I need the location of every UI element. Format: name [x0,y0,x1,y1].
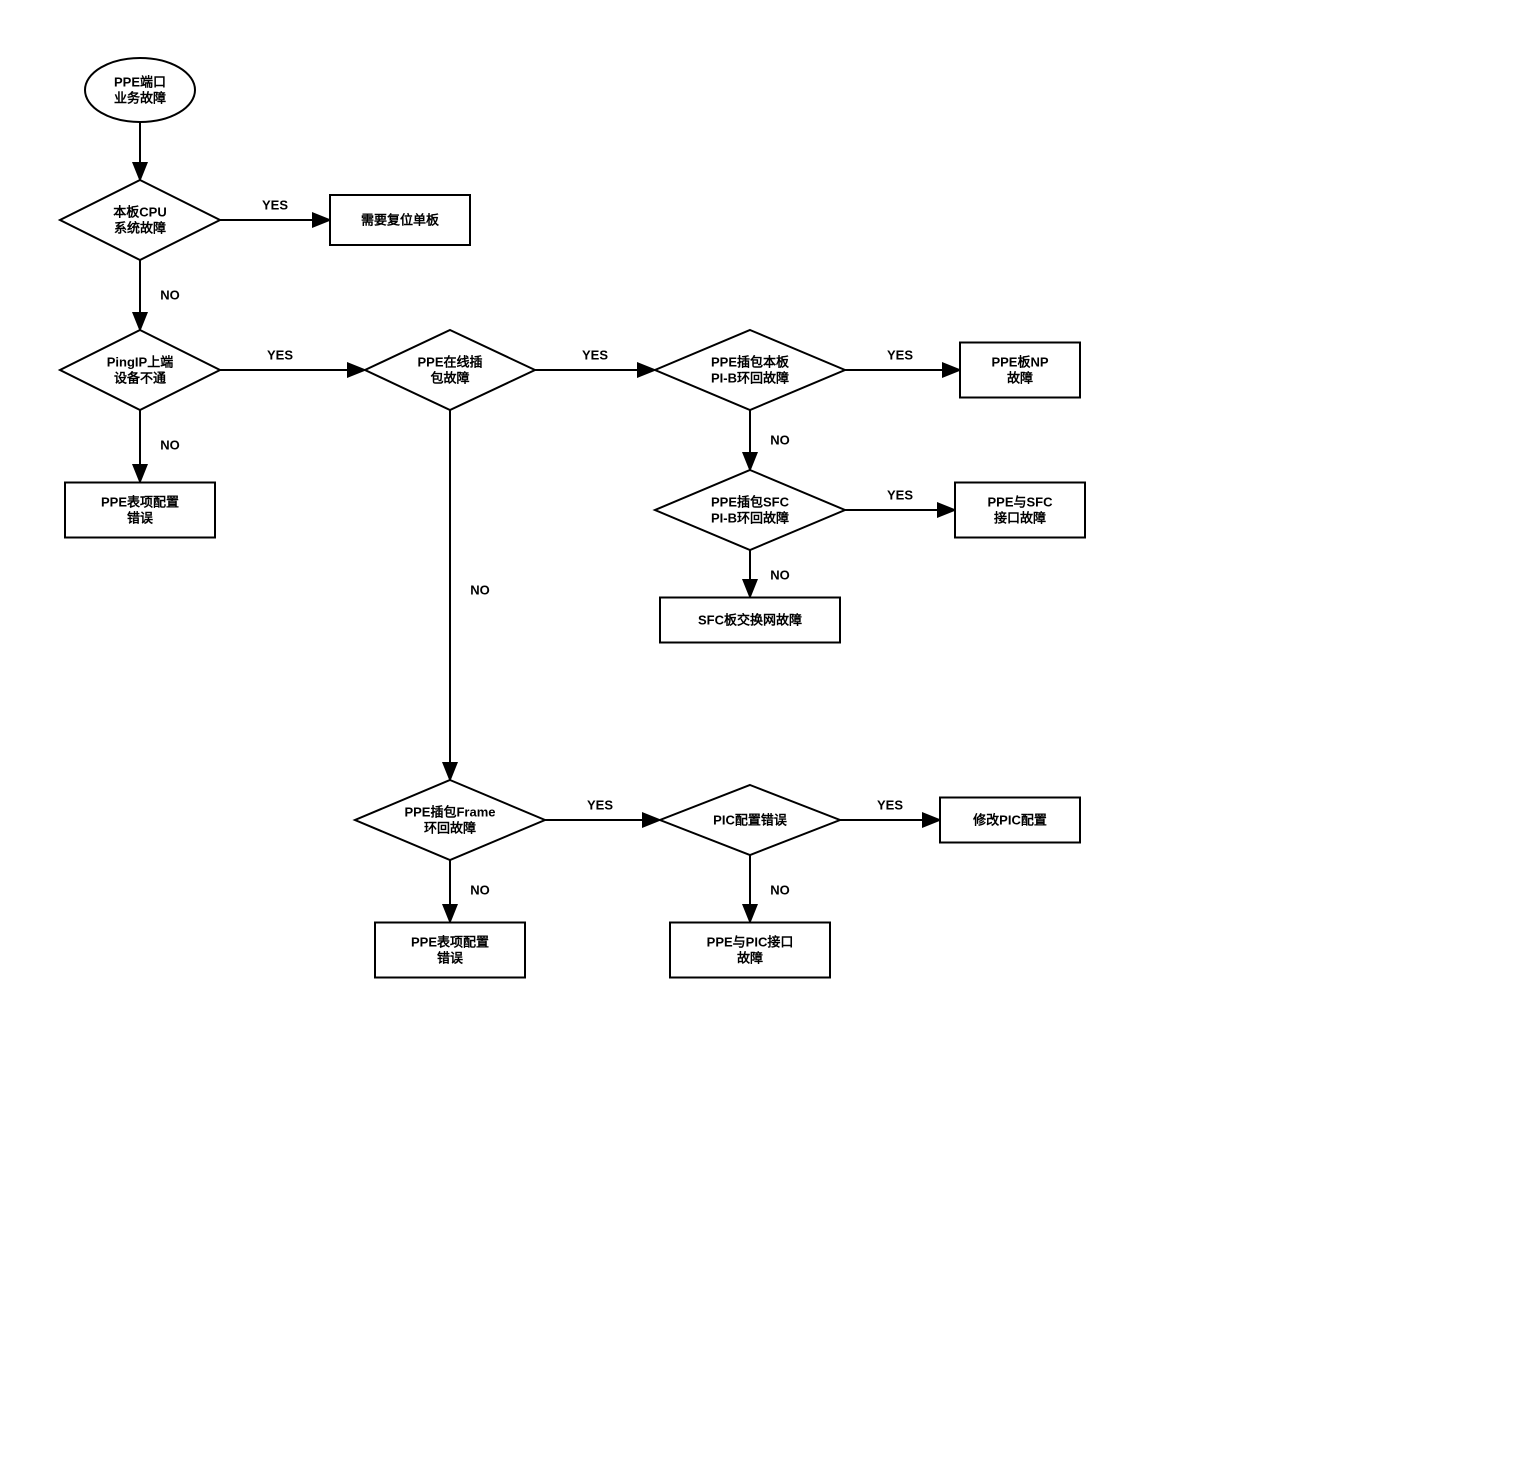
node-r_reset: 需要复位单板 [330,195,470,245]
node-r_picif: PPE与PIC接口故障 [670,923,830,978]
r_sfcif-text-0: PPE与SFC [987,495,1053,510]
flowchart-svg: YES NO YES NO YES NO YES NO YES NO YES NO YES NO PPE端口… [20,20,1140,1050]
d_frame-text-1: 环回故障 [424,821,476,836]
d_pic-text-0: PIC配置错误 [713,813,788,828]
d_cpu-text-1: 系统故障 [114,221,166,236]
edge-label-d_online-d_pib: YES [582,348,608,363]
d_sfc-text-1: PI-B环回故障 [711,511,789,526]
r_ppe_cfg1-text-0: PPE表项配置 [101,495,179,510]
node-d_sfc: PPE插包SFCPI-B环回故障 [655,470,845,550]
d_pib-text-1: PI-B环回故障 [711,371,789,386]
edge-label-d_ping-d_online: YES [267,348,293,363]
d_ping-text-0: PingIP上端 [107,355,173,370]
d_ping-text-1: 设备不通 [114,371,166,386]
d_pib-text-0: PPE插包本板 [711,355,790,370]
node-d_pic: PIC配置错误 [660,785,840,855]
node-r_ppe_cfg1: PPE表项配置错误 [65,483,215,538]
r_sfcif-text-1: 接口故障 [994,511,1046,526]
edge-label-d_pic-r_picif: NO [770,883,790,898]
edge-label-d_ping-r_ppe_cfg1: NO [160,438,180,453]
node-r_np: PPE板NP故障 [960,343,1080,398]
r_np-text-1: 故障 [1007,371,1033,386]
edge-label-d_pib-d_sfc: NO [770,433,790,448]
node-d_ping: PingIP上端设备不通 [60,330,220,410]
edge-label-d_pic-r_picmod: YES [877,798,903,813]
r_np-text-0: PPE板NP [991,355,1048,370]
start-text-0: PPE端口 [114,75,166,90]
node-r_picmod: 修改PIC配置 [940,798,1080,843]
r_reset-text-0: 需要复位单板 [361,213,440,228]
r_sfcnet-text-0: SFC板交换网故障 [698,613,802,628]
node-r_sfcif: PPE与SFC接口故障 [955,483,1085,538]
d_online-text-1: 包故障 [430,371,469,386]
node-r_sfcnet: SFC板交换网故障 [660,598,840,643]
r_ppe_cfg2-text-1: 错误 [437,951,464,966]
edge-label-d_frame-r_ppe_cfg2: NO [470,883,490,898]
d_online-text-0: PPE在线插 [417,355,482,370]
d_cpu-text-0: 本板CPU [113,205,166,220]
r_ppe_cfg2-text-0: PPE表项配置 [411,935,489,950]
edge-label-d_cpu-r_reset: YES [262,198,288,213]
edge-label-d_pib-r_np: YES [887,348,913,363]
r_picif-text-1: 故障 [737,951,763,966]
node-d_cpu: 本板CPU系统故障 [60,180,220,260]
edge-label-d_sfc-r_sfcnet: NO [770,568,790,583]
edge-label-d_frame-d_pic: YES [587,798,613,813]
d_sfc-text-0: PPE插包SFC [711,495,790,510]
node-d_frame: PPE插包Frame环回故障 [355,780,545,860]
d_frame-text-0: PPE插包Frame [404,805,495,820]
r_picif-text-0: PPE与PIC接口 [707,935,794,950]
edge-label-d_online-d_frame: NO [470,583,490,598]
edge-label-d_sfc-r_sfcif: YES [887,488,913,503]
start-text-1: 业务故障 [114,91,166,106]
r_ppe_cfg1-text-1: 错误 [127,511,154,526]
r_picmod-text-0: 修改PIC配置 [972,813,1047,828]
node-start: PPE端口业务故障 [85,58,195,122]
node-r_ppe_cfg2: PPE表项配置错误 [375,923,525,978]
node-d_online: PPE在线插包故障 [365,330,535,410]
node-d_pib: PPE插包本板PI-B环回故障 [655,330,845,410]
edge-label-d_cpu-d_ping: NO [160,288,180,303]
